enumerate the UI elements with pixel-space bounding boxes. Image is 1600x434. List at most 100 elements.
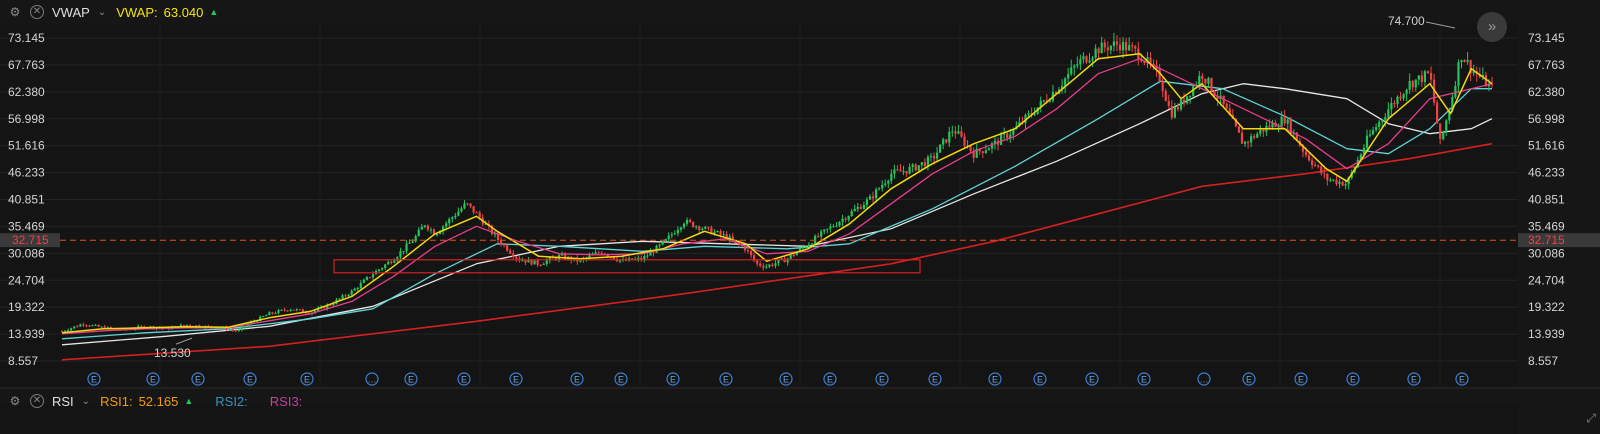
candle-body xyxy=(1262,129,1265,132)
candle-body xyxy=(381,267,384,270)
candle-body xyxy=(597,252,600,254)
candle-body xyxy=(661,241,664,245)
candle-body xyxy=(326,304,329,309)
y-tick-label-right: 46.233 xyxy=(1528,166,1565,180)
event-marker[interactable]: E xyxy=(1242,372,1256,386)
candle-body xyxy=(798,248,801,252)
candle-body xyxy=(289,309,292,311)
fast-forward-icon[interactable]: » xyxy=(1477,12,1507,42)
event-marker[interactable]: … xyxy=(365,372,379,386)
candle-body xyxy=(423,225,426,227)
candle-body xyxy=(896,169,899,171)
candle-body xyxy=(1344,184,1347,186)
event-marker[interactable]: E xyxy=(191,372,205,386)
event-marker[interactable]: E xyxy=(457,372,471,386)
candle-body xyxy=(442,226,445,232)
event-icon xyxy=(988,372,1002,386)
candle-body xyxy=(1143,61,1146,63)
candle-body xyxy=(749,250,753,256)
candle-body xyxy=(60,331,64,333)
event-marker[interactable]: E xyxy=(1294,372,1308,386)
candle-body xyxy=(682,223,686,228)
event-marker[interactable]: E xyxy=(823,372,837,386)
event-marker[interactable]: E xyxy=(928,372,942,386)
event-marker[interactable]: E xyxy=(1085,372,1099,386)
chevron-down-icon[interactable]: ⌄ xyxy=(97,6,107,18)
candle-body xyxy=(1283,116,1286,124)
candle-body xyxy=(1439,123,1442,140)
candle-body xyxy=(1332,179,1335,181)
event-marker[interactable]: E xyxy=(614,372,628,386)
event-icon xyxy=(1033,372,1047,386)
candle-body xyxy=(1073,65,1076,68)
candle-body xyxy=(1399,96,1402,99)
event-marker[interactable]: … xyxy=(1197,372,1211,386)
candle-body xyxy=(277,310,280,314)
candle-body xyxy=(274,313,277,315)
candle-body xyxy=(1134,46,1137,49)
candle-body xyxy=(698,226,701,230)
event-marker[interactable]: E xyxy=(719,372,733,386)
candle-body xyxy=(143,326,146,328)
candle-body xyxy=(1426,71,1430,73)
candle-body xyxy=(1451,97,1454,111)
event-marker[interactable]: E xyxy=(570,372,584,386)
candle-body xyxy=(417,229,420,237)
candle-body xyxy=(1076,64,1079,66)
event-marker[interactable]: E xyxy=(243,372,257,386)
current-price-tag-left-bg xyxy=(0,233,60,248)
event-marker[interactable]: E xyxy=(1407,372,1421,386)
candle-body xyxy=(530,259,533,265)
main-indicator-name: VWAP xyxy=(52,4,90,20)
candle-body xyxy=(368,277,372,279)
candle-body xyxy=(606,254,609,257)
candle-body xyxy=(874,189,878,199)
candle-body xyxy=(670,234,673,236)
event-marker-label: E xyxy=(1141,375,1147,385)
candle-body xyxy=(884,183,887,185)
event-marker[interactable]: E xyxy=(1137,372,1151,386)
event-marker[interactable]: E xyxy=(666,372,680,386)
candle-body xyxy=(1442,131,1445,140)
candle-body xyxy=(810,243,814,245)
candle-body xyxy=(393,260,396,263)
candle-body xyxy=(1213,91,1216,96)
candle-body xyxy=(643,255,646,260)
event-icon xyxy=(928,372,942,386)
min-price-leader xyxy=(175,337,193,345)
candle-body xyxy=(993,140,997,144)
event-marker[interactable]: E xyxy=(875,372,889,386)
candle-body xyxy=(545,260,548,264)
event-marker[interactable]: E xyxy=(87,372,101,386)
candle-body xyxy=(1146,57,1149,63)
close-icon[interactable]: ✕ xyxy=(30,394,44,408)
ma-200-line xyxy=(61,142,1493,361)
candle-body xyxy=(1393,103,1396,105)
event-marker[interactable]: E xyxy=(988,372,1002,386)
event-marker[interactable]: E xyxy=(1033,372,1047,386)
event-marker[interactable]: E xyxy=(404,372,418,386)
event-marker-label: E xyxy=(408,375,414,385)
candle-body xyxy=(237,329,240,331)
event-marker[interactable]: E xyxy=(509,372,523,386)
candle-body xyxy=(762,265,765,268)
expand-icon[interactable]: ⤢ xyxy=(1586,411,1596,425)
event-marker[interactable]: E xyxy=(779,372,793,386)
event-marker[interactable]: E xyxy=(1346,372,1360,386)
event-marker[interactable]: E xyxy=(146,372,160,386)
gear-icon[interactable]: ⚙ xyxy=(9,5,21,19)
event-marker[interactable]: E xyxy=(300,372,314,386)
candle-body xyxy=(1338,181,1341,184)
event-marker[interactable]: E xyxy=(1455,372,1469,386)
candle-body xyxy=(1039,100,1042,108)
gear-icon[interactable]: ⚙ xyxy=(9,394,21,408)
candle-body xyxy=(1250,136,1253,143)
y-tick-label-left: 51.616 xyxy=(8,139,45,153)
candle-body xyxy=(911,164,914,168)
candle-body xyxy=(640,257,643,260)
chevron-down-icon[interactable]: ⌄ xyxy=(81,395,91,407)
candle-body xyxy=(887,180,890,184)
close-icon[interactable]: ✕ xyxy=(30,5,44,19)
candle-body xyxy=(649,251,652,256)
